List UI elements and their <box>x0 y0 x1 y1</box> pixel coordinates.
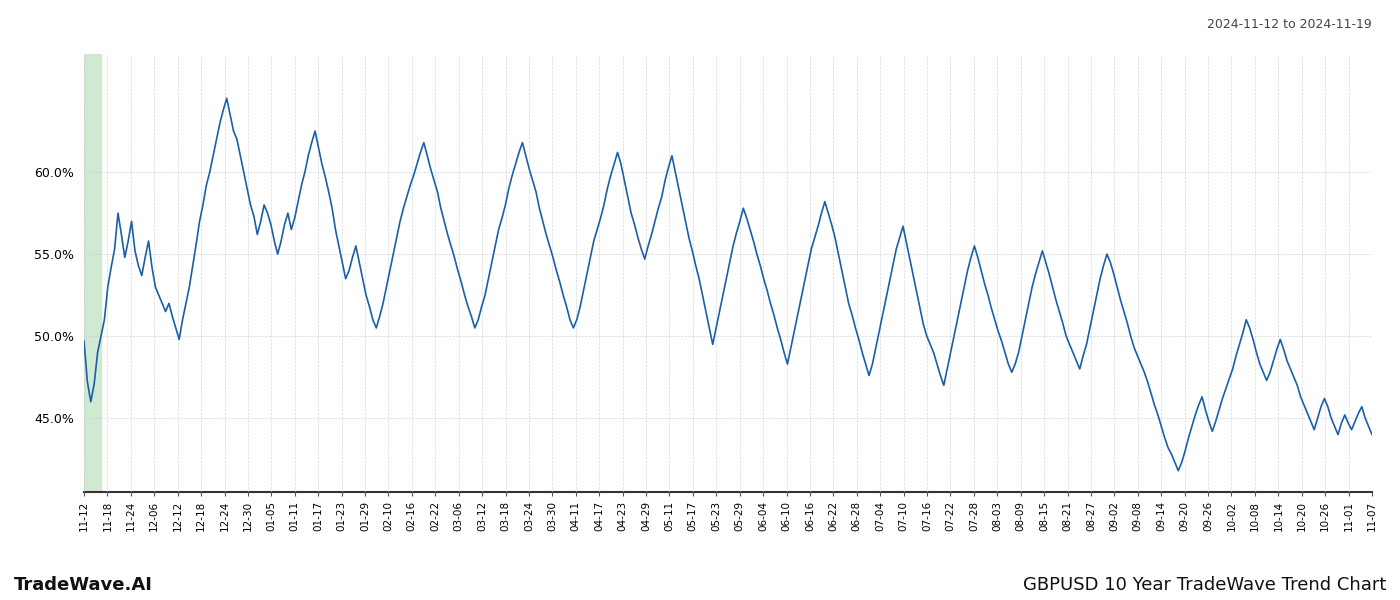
Text: TradeWave.AI: TradeWave.AI <box>14 576 153 594</box>
Text: 2024-11-12 to 2024-11-19: 2024-11-12 to 2024-11-19 <box>1207 18 1372 31</box>
Text: GBPUSD 10 Year TradeWave Trend Chart: GBPUSD 10 Year TradeWave Trend Chart <box>1022 576 1386 594</box>
Bar <box>84 54 101 492</box>
